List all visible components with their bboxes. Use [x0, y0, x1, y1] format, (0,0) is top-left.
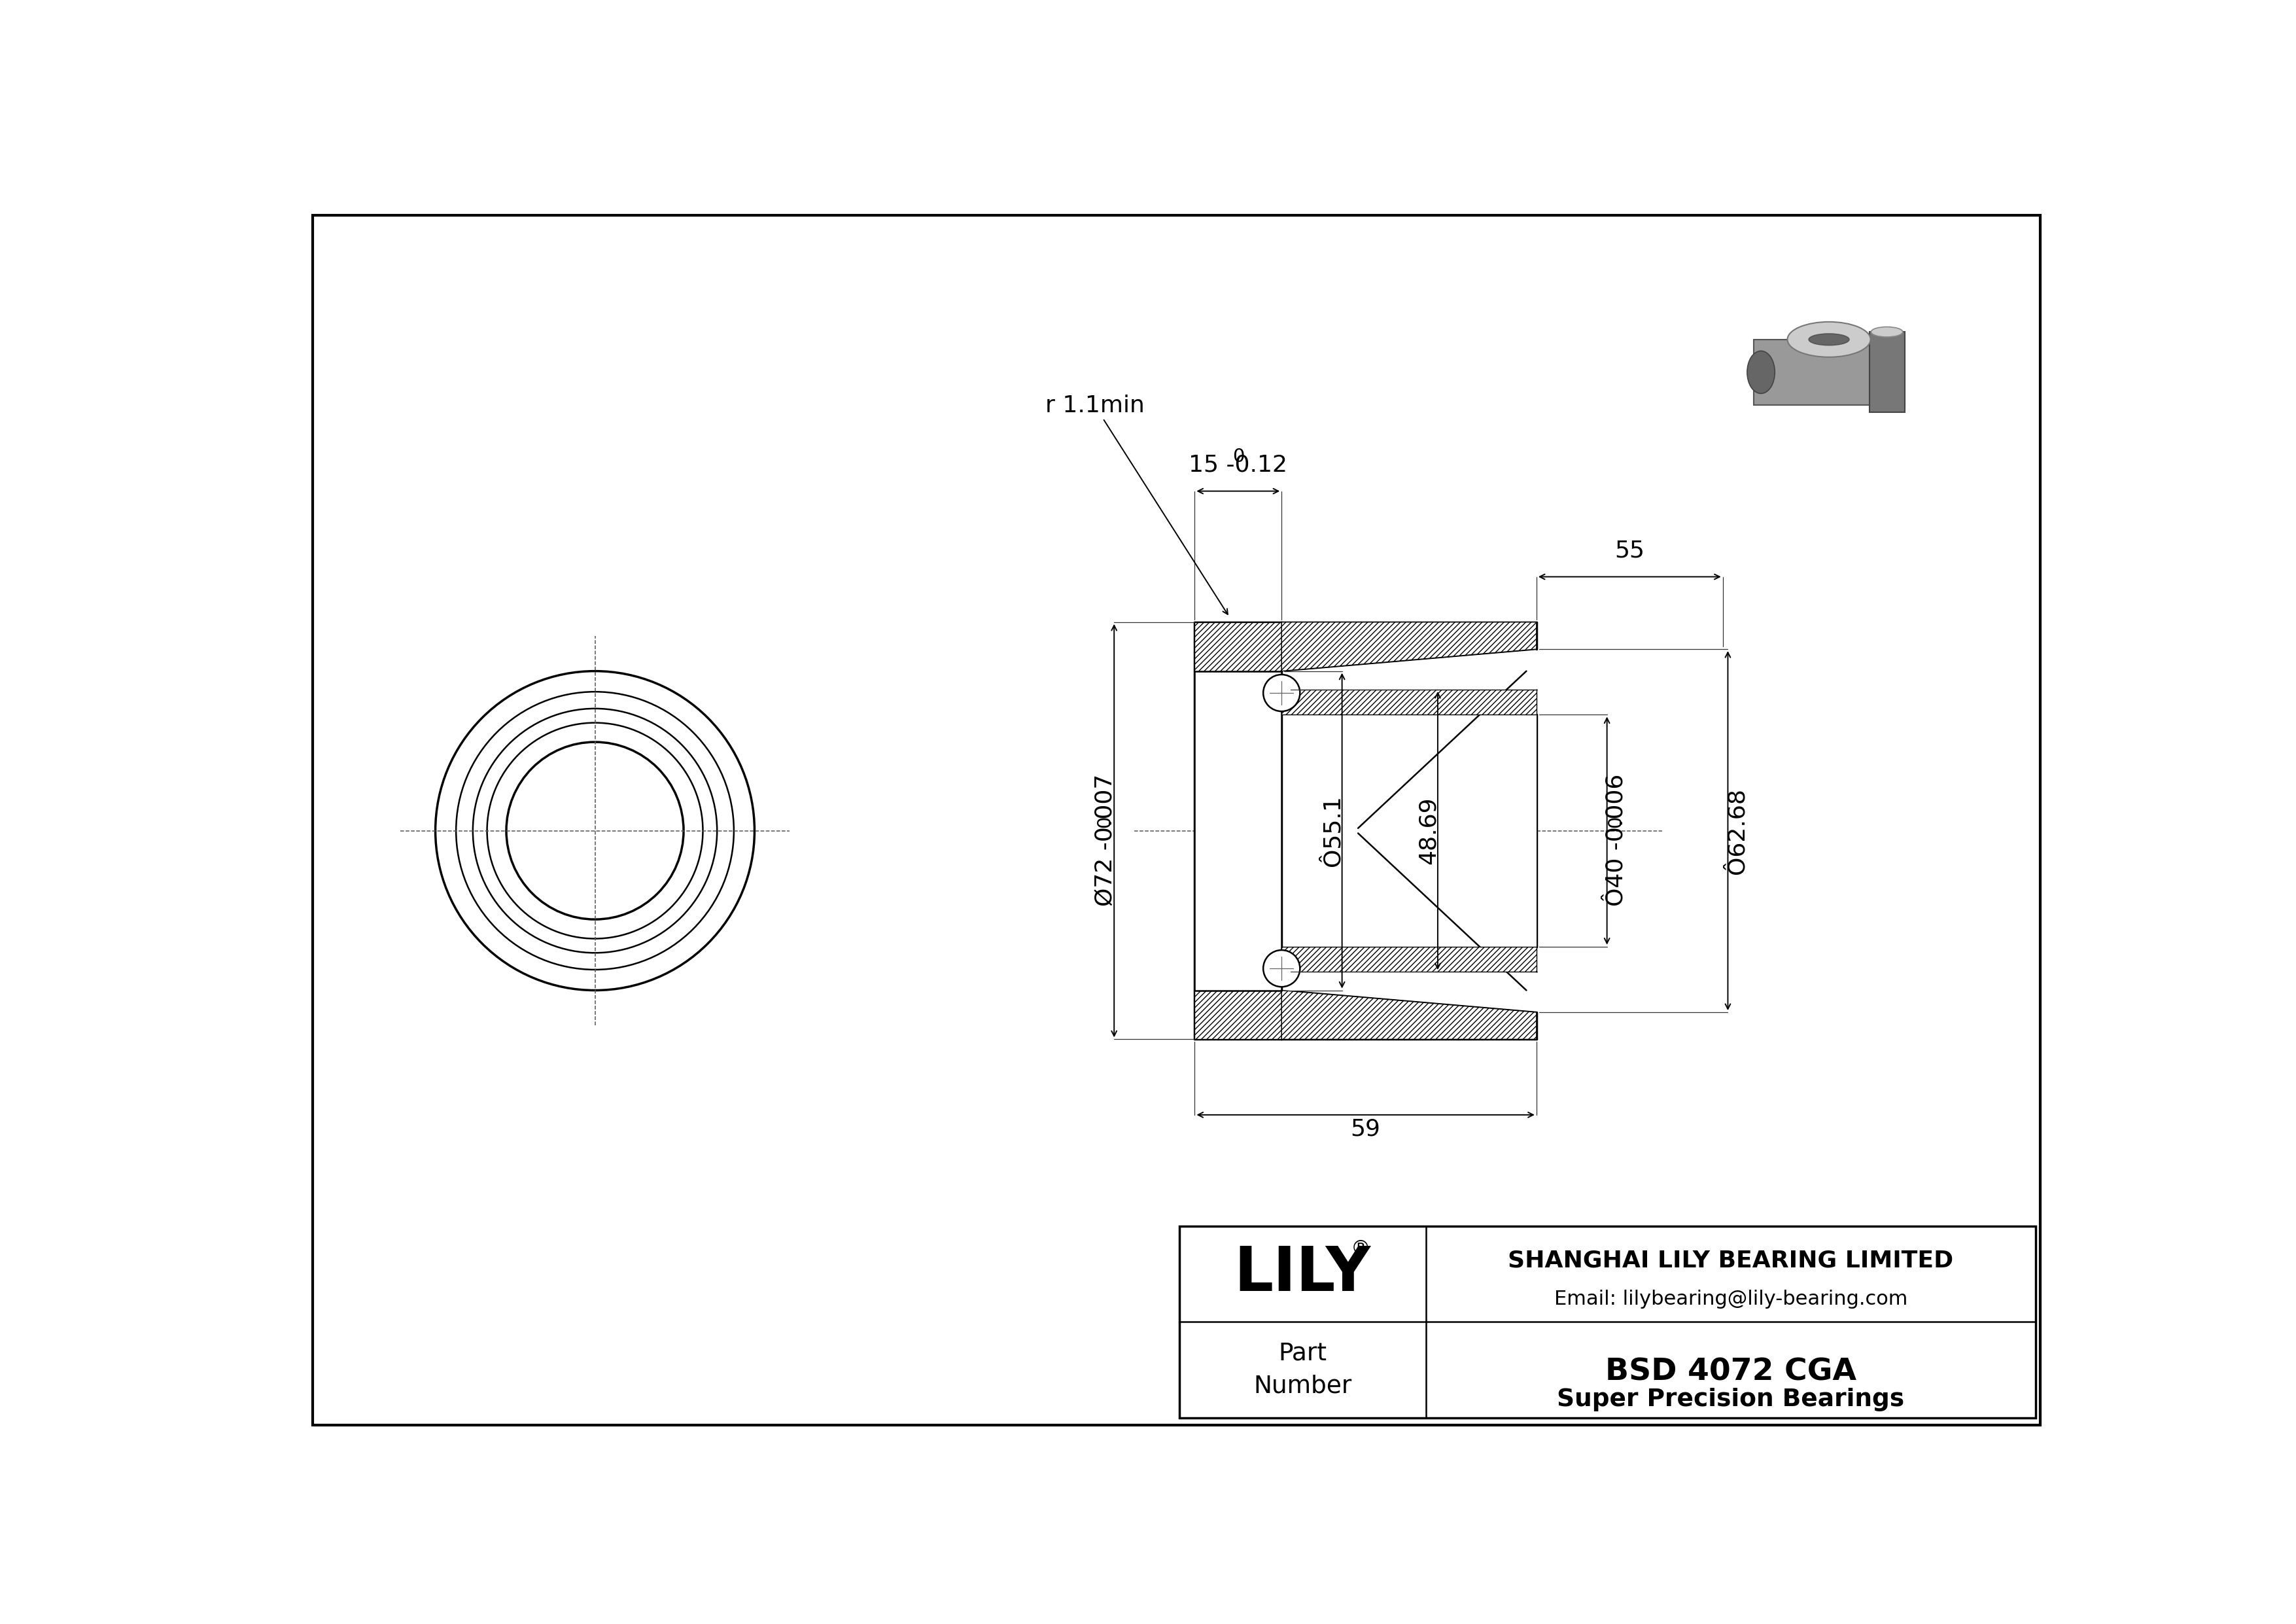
Text: 0: 0: [1095, 815, 1114, 828]
Text: LILY: LILY: [1235, 1244, 1371, 1304]
Text: Super Precision Bearings: Super Precision Bearings: [1557, 1389, 1903, 1411]
Bar: [1281, 671, 1536, 690]
Polygon shape: [1194, 622, 1281, 671]
Polygon shape: [1281, 991, 1536, 1039]
Ellipse shape: [1747, 351, 1775, 393]
Polygon shape: [1194, 991, 1281, 1039]
Text: Ô40 -0.006: Ô40 -0.006: [1605, 773, 1628, 906]
Text: r 1.1min: r 1.1min: [1045, 395, 1228, 614]
Bar: [1180, 1226, 2037, 1418]
Bar: [1869, 331, 1903, 412]
Polygon shape: [1281, 947, 1536, 971]
Bar: [1754, 339, 1903, 404]
Bar: [1194, 671, 1281, 991]
Bar: [1281, 971, 1536, 991]
Ellipse shape: [1809, 335, 1848, 346]
Text: 0: 0: [1607, 815, 1626, 828]
Text: Part
Number: Part Number: [1254, 1341, 1352, 1398]
Text: 15 -0.12: 15 -0.12: [1189, 453, 1288, 476]
Text: BSD 4072 CGA: BSD 4072 CGA: [1605, 1358, 1857, 1387]
Circle shape: [1263, 950, 1300, 987]
Text: 59: 59: [1350, 1117, 1380, 1140]
Text: ®: ®: [1350, 1239, 1371, 1259]
Text: 55: 55: [1614, 539, 1644, 562]
Circle shape: [1263, 674, 1300, 711]
Bar: [1281, 690, 1536, 971]
Ellipse shape: [1871, 326, 1903, 336]
Polygon shape: [1281, 622, 1536, 671]
Ellipse shape: [1786, 322, 1871, 357]
Text: SHANGHAI LILY BEARING LIMITED: SHANGHAI LILY BEARING LIMITED: [1508, 1249, 1954, 1272]
Text: Ø72 -0.007: Ø72 -0.007: [1093, 773, 1116, 906]
Polygon shape: [1281, 690, 1536, 715]
Text: Ô55.1: Ô55.1: [1322, 796, 1343, 866]
Text: 0: 0: [1233, 448, 1244, 466]
Text: 48.69: 48.69: [1417, 797, 1440, 864]
Text: Ô62.68: Ô62.68: [1727, 788, 1747, 874]
Text: Email: lilybearing@lily-bearing.com: Email: lilybearing@lily-bearing.com: [1554, 1289, 1908, 1309]
